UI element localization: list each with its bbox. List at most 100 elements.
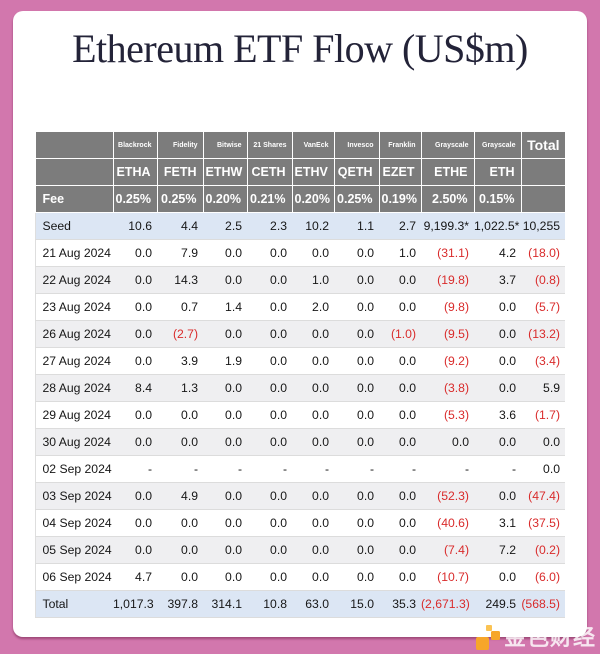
issuer-header: Fidelity — [156, 131, 204, 159]
table-row: 26 Aug 2024 0.0 (2.7) 0.0 0.0 0.0 0.0 (1.0) (9.5… — [35, 320, 565, 348]
cell-value: 0.0 — [379, 293, 421, 321]
table-row: 22 Aug 2024 0.0 14.3 0.0 0.0 1.0 0.0 0.0 (19.8) 3… — [35, 266, 565, 294]
cell-value: 3.7 — [474, 266, 521, 294]
cell-value: (18.0) — [521, 239, 565, 267]
cell-value: 0.0 — [334, 347, 379, 375]
cell-value: 4.9 — [157, 482, 203, 510]
cell-value: 2.7 — [379, 212, 421, 240]
cell-value: 10,255 — [521, 212, 565, 240]
table-body: Seed 10.6 4.4 2.5 2.3 10.2 1.1 2.7 9,199.3* 1,022… — [35, 212, 565, 618]
cell-value: 10.6 — [113, 212, 157, 240]
total-column-header: Total — [520, 131, 566, 159]
row-label: 06 Sep 2024 — [35, 563, 113, 591]
fee-header-row: Fee 0.25% 0.25% 0.20% 0.21% 0.20% 0.25% … — [34, 185, 566, 213]
table-row: 05 Sep 2024 0.0 0.0 0.0 0.0 0.0 0.0 0.0 (7.4) 7.2… — [35, 536, 565, 564]
table-row: 02 Sep 2024- - - - - - - - -0.0 — [35, 455, 565, 483]
cell-value: 2.5 — [203, 212, 247, 240]
cell-value: 0.0 — [203, 428, 247, 456]
cell-value: 0.0 — [247, 482, 292, 510]
table-row: 29 Aug 2024 0.0 0.0 0.0 0.0 0.0 0.0 0.0 (5.3) 3.6… — [35, 401, 565, 429]
cell-value: 0.0 — [113, 293, 157, 321]
cell-value: 0.0 — [247, 239, 292, 267]
issuer-header: Invesco — [333, 131, 380, 159]
cell-value: 0.0 — [247, 536, 292, 564]
cell-value: 0.0 — [203, 239, 247, 267]
cell-value: 0.0 — [292, 428, 334, 456]
cell-value: 0.0 — [379, 482, 421, 510]
row-label: 29 Aug 2024 — [35, 401, 113, 429]
cell-value: 0.0 — [292, 482, 334, 510]
fee-value: 2.50% — [420, 185, 475, 213]
empty-cell — [520, 185, 566, 213]
cell-value: (2,671.3) — [421, 590, 474, 618]
cell-value: 0.0 — [203, 563, 247, 591]
cell-value: 0.0 — [203, 320, 247, 348]
cell-value: (13.2) — [521, 320, 565, 348]
cell-value: 0.0 — [379, 563, 421, 591]
cell-value: 0.0 — [334, 536, 379, 564]
cell-value: 10.8 — [247, 590, 292, 618]
cell-value: 0.0 — [334, 401, 379, 429]
cell-value: 0.7 — [157, 293, 203, 321]
cell-value: - — [157, 455, 203, 483]
cell-value: 0.0 — [334, 563, 379, 591]
cell-value: 0.0 — [474, 563, 521, 591]
cell-value: 0.0 — [203, 509, 247, 537]
fee-value: 0.25% — [156, 185, 204, 213]
cell-value: 0.0 — [203, 482, 247, 510]
cell-value: 0.0 — [247, 320, 292, 348]
cell-value: 0.0 — [474, 347, 521, 375]
cell-value: (19.8) — [421, 266, 474, 294]
cell-value: 4.4 — [157, 212, 203, 240]
fee-value: 0.20% — [202, 185, 248, 213]
ticker-header: ETHV — [291, 158, 335, 186]
cell-value: 0.0 — [292, 563, 334, 591]
row-label: 26 Aug 2024 — [35, 320, 113, 348]
cell-value: (3.4) — [521, 347, 565, 375]
watermark-text: 金色财经 — [503, 625, 596, 650]
ticker-header: CETH — [246, 158, 293, 186]
cell-value: 63.0 — [292, 590, 334, 618]
issuer-header: VanEck — [291, 131, 335, 159]
cell-value: 0.0 — [334, 428, 379, 456]
cell-value: 0.0 — [247, 347, 292, 375]
cell-value: (47.4) — [521, 482, 565, 510]
cell-value: - — [421, 455, 474, 483]
cell-value: 35.3 — [379, 590, 421, 618]
row-label: 03 Sep 2024 — [35, 482, 113, 510]
empty-cell — [520, 158, 566, 186]
cell-value: 14.3 — [157, 266, 203, 294]
issuer-header: Grayscale — [420, 131, 475, 159]
cell-value: 7.9 — [157, 239, 203, 267]
cell-value: (0.8) — [521, 266, 565, 294]
cell-value: - — [379, 455, 421, 483]
cell-value: (6.0) — [521, 563, 565, 591]
issuer-header: Bitwise — [202, 131, 248, 159]
ticker-header: ETHE — [420, 158, 475, 186]
cell-value: 0.0 — [521, 455, 565, 483]
cell-value: 0.0 — [334, 239, 379, 267]
cell-value: 0.0 — [379, 428, 421, 456]
cell-value: 2.0 — [292, 293, 334, 321]
cell-value: 0.0 — [334, 320, 379, 348]
cell-value: 0.0 — [292, 374, 334, 402]
table-header: Blackrock Fidelity Bitwise 21 Shares Van… — [34, 131, 566, 213]
cell-value: 0.0 — [157, 536, 203, 564]
cell-value: (10.7) — [421, 563, 474, 591]
cell-value: 0.0 — [292, 509, 334, 537]
cell-value: 0.0 — [157, 401, 203, 429]
cell-value: 249.5 — [474, 590, 521, 618]
cell-value: 9,199.3* — [421, 212, 474, 240]
cell-value: (31.1) — [421, 239, 474, 267]
row-label: Seed — [35, 212, 113, 240]
cell-value: 0.0 — [334, 266, 379, 294]
issuer-header: Blackrock — [112, 131, 158, 159]
table-row: 06 Sep 2024 4.7 0.0 0.0 0.0 0.0 0.0 0.0 (10.7) 0.… — [35, 563, 565, 591]
cell-value: 0.0 — [474, 428, 521, 456]
cell-value: 0.0 — [113, 239, 157, 267]
cell-value: (5.3) — [421, 401, 474, 429]
cell-value: (1.7) — [521, 401, 565, 429]
cell-value: 7.2 — [474, 536, 521, 564]
cell-value: 1.9 — [203, 347, 247, 375]
row-label: 21 Aug 2024 — [35, 239, 113, 267]
